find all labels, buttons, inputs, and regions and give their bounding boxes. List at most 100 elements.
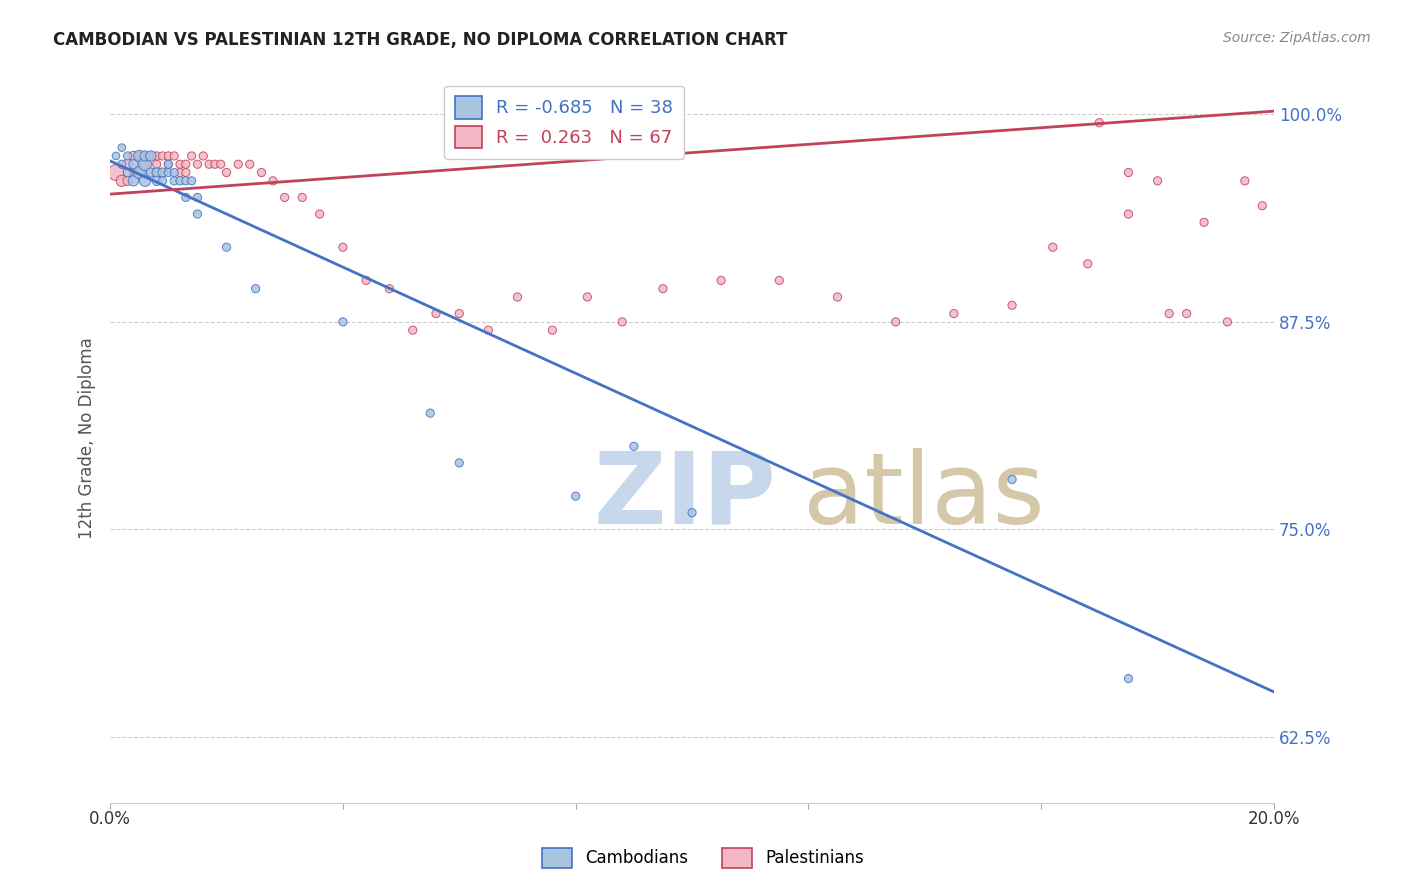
Y-axis label: 12th Grade, No Diploma: 12th Grade, No Diploma bbox=[79, 337, 96, 539]
Point bbox=[104, 149, 127, 163]
Point bbox=[134, 174, 156, 188]
Point bbox=[157, 157, 180, 171]
Point bbox=[541, 323, 564, 337]
Point bbox=[274, 190, 297, 204]
Point bbox=[1159, 307, 1181, 321]
Point bbox=[169, 174, 191, 188]
Point bbox=[111, 174, 134, 188]
Point bbox=[1042, 240, 1064, 254]
Point bbox=[827, 290, 849, 304]
Point bbox=[419, 406, 441, 420]
Point bbox=[157, 165, 180, 179]
Point bbox=[117, 149, 139, 163]
Point bbox=[128, 165, 150, 179]
Point bbox=[477, 323, 499, 337]
Point bbox=[250, 165, 273, 179]
Point bbox=[139, 149, 162, 163]
Point bbox=[681, 506, 703, 520]
Point bbox=[291, 190, 314, 204]
Point bbox=[186, 207, 208, 221]
Text: 0.0%: 0.0% bbox=[89, 810, 131, 829]
Point bbox=[180, 174, 202, 188]
Point bbox=[1216, 315, 1239, 329]
Point bbox=[128, 149, 150, 163]
Point bbox=[1077, 257, 1099, 271]
Point bbox=[1175, 307, 1198, 321]
Point bbox=[710, 273, 733, 287]
Point bbox=[332, 240, 354, 254]
Point bbox=[449, 456, 471, 470]
Point bbox=[1118, 165, 1140, 179]
Point bbox=[308, 207, 330, 221]
Point bbox=[226, 157, 249, 171]
Point bbox=[152, 165, 174, 179]
Point bbox=[1001, 298, 1024, 312]
Point bbox=[198, 157, 221, 171]
Point bbox=[378, 282, 401, 296]
Point bbox=[111, 141, 134, 155]
Point bbox=[169, 157, 191, 171]
Text: ZIP: ZIP bbox=[593, 448, 776, 545]
Point bbox=[134, 157, 156, 171]
Point bbox=[193, 149, 215, 163]
Point bbox=[174, 190, 197, 204]
Point bbox=[134, 149, 156, 163]
Point bbox=[122, 165, 145, 179]
Point bbox=[1251, 199, 1274, 213]
Point bbox=[1001, 473, 1024, 487]
Point bbox=[425, 307, 447, 321]
Point bbox=[623, 439, 645, 453]
Point bbox=[1192, 215, 1215, 229]
Point bbox=[354, 273, 377, 287]
Point bbox=[122, 157, 145, 171]
Point bbox=[612, 315, 634, 329]
Point bbox=[209, 157, 232, 171]
Text: 20.0%: 20.0% bbox=[1247, 810, 1301, 829]
Legend: Cambodians, Palestinians: Cambodians, Palestinians bbox=[536, 841, 870, 875]
Point bbox=[1118, 207, 1140, 221]
Point bbox=[122, 149, 145, 163]
Text: CAMBODIAN VS PALESTINIAN 12TH GRADE, NO DIPLOMA CORRELATION CHART: CAMBODIAN VS PALESTINIAN 12TH GRADE, NO … bbox=[53, 31, 787, 49]
Point bbox=[111, 157, 134, 171]
Point bbox=[942, 307, 965, 321]
Point bbox=[157, 157, 180, 171]
Point bbox=[117, 165, 139, 179]
Point bbox=[152, 174, 174, 188]
Point bbox=[145, 149, 167, 163]
Point bbox=[245, 282, 267, 296]
Point bbox=[506, 290, 529, 304]
Point bbox=[1088, 116, 1111, 130]
Point bbox=[163, 165, 186, 179]
Point bbox=[134, 157, 156, 171]
Point bbox=[163, 149, 186, 163]
Point bbox=[215, 240, 238, 254]
Point bbox=[117, 174, 139, 188]
Point bbox=[169, 165, 191, 179]
Legend: R = -0.685   N = 38, R =  0.263   N = 67: R = -0.685 N = 38, R = 0.263 N = 67 bbox=[444, 86, 685, 159]
Point bbox=[1146, 174, 1168, 188]
Point bbox=[1118, 672, 1140, 686]
Point bbox=[145, 165, 167, 179]
Point bbox=[180, 149, 202, 163]
Point bbox=[152, 165, 174, 179]
Point bbox=[128, 149, 150, 163]
Point bbox=[139, 149, 162, 163]
Point bbox=[157, 149, 180, 163]
Point bbox=[884, 315, 907, 329]
Point bbox=[174, 165, 197, 179]
Point bbox=[152, 149, 174, 163]
Point bbox=[652, 282, 675, 296]
Point bbox=[145, 174, 167, 188]
Point bbox=[128, 165, 150, 179]
Point bbox=[104, 165, 127, 179]
Point bbox=[186, 157, 208, 171]
Point bbox=[332, 315, 354, 329]
Point bbox=[139, 165, 162, 179]
Text: atlas: atlas bbox=[803, 448, 1045, 545]
Point bbox=[262, 174, 284, 188]
Point bbox=[576, 290, 599, 304]
Point bbox=[204, 157, 226, 171]
Point bbox=[174, 174, 197, 188]
Point bbox=[768, 273, 790, 287]
Point bbox=[145, 157, 167, 171]
